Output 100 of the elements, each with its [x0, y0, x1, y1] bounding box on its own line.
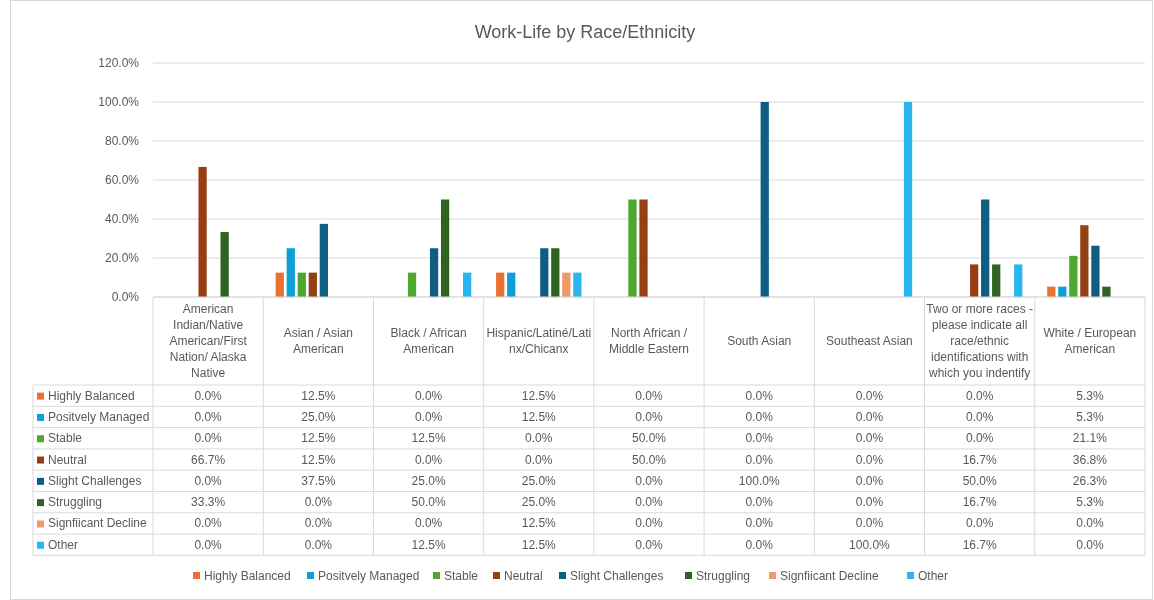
x-tick-label: American Indian/Native American/First Nation/ Alaska Native [169, 302, 248, 380]
data-label: 0.0% [414, 409, 443, 424]
data-label: 5.3% [1076, 409, 1104, 424]
data-label: 0.0% [745, 431, 774, 446]
data-label: 0.0% [304, 495, 333, 510]
data-label: 0.0% [1076, 516, 1104, 531]
data-label: 12.5% [521, 409, 557, 424]
data-label: 16.7% [962, 537, 998, 552]
bar [981, 199, 990, 297]
data-label: 12.5% [301, 388, 336, 403]
data-label: 12.5% [301, 431, 336, 446]
data-label: 12.5% [411, 431, 446, 446]
data-label: 50.0% [962, 473, 998, 488]
data-label: 0.0% [635, 495, 663, 510]
data-label: 12.5% [521, 537, 557, 552]
x-tick-label: North African / Middle Eastern [608, 326, 690, 356]
bar [1014, 264, 1023, 297]
data-label: 0.0% [745, 388, 774, 403]
x-tick-label: White / European American [1043, 326, 1137, 356]
data-label: 0.0% [194, 388, 223, 403]
legend-label: Slight Challenges [48, 473, 142, 488]
data-label: 0.0% [965, 516, 994, 531]
data-label: 5.3% [1076, 495, 1104, 510]
data-label: 66.7% [191, 452, 226, 467]
data-label: 0.0% [414, 388, 443, 403]
data-label: 0.0% [304, 537, 333, 552]
data-label: 0.0% [635, 409, 663, 424]
bar [220, 232, 229, 297]
data-label: 0.0% [414, 452, 443, 467]
data-label: 50.0% [411, 495, 446, 510]
legend-label: Other [918, 569, 949, 583]
x-tick-label: Hispanic/Latiné/Latinx/Chicanx [486, 326, 592, 356]
chart-title: Work-Life by Race/Ethnicity [474, 22, 696, 42]
data-label: 100.0% [849, 537, 891, 552]
y-tick-label: 120.0% [98, 56, 140, 70]
y-tick-label: 100.0% [98, 95, 140, 109]
text: Signfiicant Decline [48, 516, 147, 531]
text: Positvely Managed [318, 569, 420, 583]
bar [970, 264, 979, 297]
x-tick-label: Asian / Asian American [283, 326, 354, 356]
data-label: 0.0% [194, 537, 223, 552]
legend-label: Signfiicant Decline [780, 569, 880, 583]
data-label: 0.0% [635, 516, 663, 531]
data-label: 0.0% [635, 537, 663, 552]
data-label: 0.0% [194, 409, 223, 424]
data-label: 0.0% [965, 431, 994, 446]
bar [1091, 245, 1100, 297]
bar [440, 199, 450, 297]
bar [496, 272, 505, 297]
bar [1069, 255, 1078, 297]
data-label: 0.0% [855, 431, 884, 446]
data-label: 33.3% [191, 495, 226, 510]
bar [639, 199, 648, 297]
legend-label: Struggling [48, 495, 103, 510]
x-tick-label: Two or more races - please indicate all race/ethnic identifications with which you indentify [926, 302, 1034, 380]
legend-label: Highly Balanced [48, 388, 135, 403]
data-label: 12.5% [411, 537, 446, 552]
bar [1102, 286, 1111, 297]
data-label: 21.1% [1072, 431, 1108, 446]
data-label: 0.0% [745, 516, 774, 531]
legend-label: Stable [48, 431, 83, 446]
y-tick-label: 60.0% [104, 173, 140, 187]
bar [1080, 225, 1089, 297]
bar [562, 272, 571, 297]
bar [628, 199, 637, 297]
bar [760, 102, 769, 297]
data-label: 0.0% [194, 431, 223, 446]
bar [903, 102, 913, 297]
data-label: 100.0% [738, 473, 780, 488]
bar [308, 272, 317, 297]
data-label: 0.0% [304, 516, 333, 531]
bar [507, 272, 516, 297]
y-tick-label: 80.0% [104, 134, 140, 148]
data-label: 0.0% [525, 431, 553, 446]
data-label: 0.0% [855, 452, 884, 467]
data-label: 5.3% [1076, 388, 1104, 403]
data-label: 0.0% [965, 409, 994, 424]
bar [992, 264, 1001, 297]
data-label: 0.0% [855, 409, 884, 424]
bar [540, 248, 549, 297]
data-label: 25.0% [301, 409, 336, 424]
data-label: 25.0% [521, 473, 557, 488]
data-label: 0.0% [855, 473, 884, 488]
y-tick-label: 0.0% [111, 290, 140, 304]
data-label: 26.3% [1072, 473, 1108, 488]
text: Other [48, 537, 79, 552]
data-label: 0.0% [635, 473, 663, 488]
data-label: 12.5% [521, 388, 557, 403]
bar [286, 248, 295, 297]
data-label: 0.0% [414, 516, 443, 531]
bar [297, 272, 306, 297]
text: Slight Challenges [570, 569, 664, 583]
data-label: 12.5% [521, 516, 557, 531]
data-label: 36.8% [1072, 452, 1108, 467]
data-label: 0.0% [745, 452, 774, 467]
bar [429, 248, 439, 297]
x-tick-label: South Asian [727, 334, 792, 348]
y-tick-label: 20.0% [104, 251, 140, 265]
text: Stable [444, 569, 479, 583]
data-label: 16.7% [962, 495, 998, 510]
